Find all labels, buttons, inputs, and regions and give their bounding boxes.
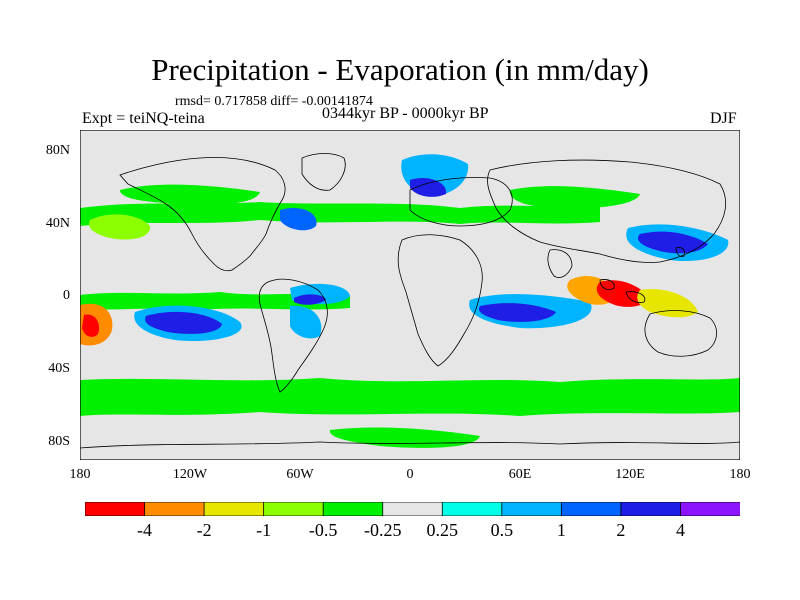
coast-australia (644, 310, 717, 357)
colorbar-swatch (441, 502, 503, 516)
world-map (80, 130, 740, 460)
field-patch-europe (410, 177, 447, 197)
colorbar-swatch (203, 502, 265, 516)
period-label: 0344kyr BP - 0000kyr BP (322, 105, 489, 122)
lat-label-0: 0 (63, 288, 70, 303)
colorbar-swatch (322, 502, 384, 516)
field-patch-north-pacific (88, 214, 151, 240)
coast-north-america (119, 157, 286, 272)
lat-label-40n: 40N (45, 216, 70, 231)
colorbar-label: 0.25 (426, 520, 459, 540)
lon-label-0: 0 (406, 467, 414, 482)
coast-borneo (599, 279, 615, 290)
colorbar-label: -1 (256, 520, 272, 540)
colorbar-label: 0.5 (490, 520, 514, 540)
coast-asia (487, 159, 727, 263)
lat-label-40s: 40S (48, 361, 70, 376)
colorbar (85, 502, 740, 516)
field-patch-new-guinea (637, 289, 698, 318)
field-patch-canada (120, 184, 260, 205)
field-patch-south-pacific-core (145, 311, 222, 334)
coastlines (80, 153, 740, 449)
field-band-north-midlat (80, 202, 600, 226)
colorbar-swatch (382, 502, 444, 516)
coast-india (547, 249, 573, 278)
colorbar-swatch (620, 502, 682, 516)
colorbar-label: 4 (675, 520, 685, 540)
field-patch-indian-core (478, 303, 556, 322)
colorbar-label: -0.25 (363, 520, 402, 540)
colorbar-swatch (263, 502, 325, 516)
field-patch-maritime-core (596, 280, 650, 307)
experiment-label: Expt = teiNQ-teina (82, 110, 205, 127)
field-patch-brazil (290, 305, 322, 339)
coast-japan (675, 247, 685, 257)
stats-text: rmsd= 0.717858 diff= -0.00141874 (175, 94, 373, 109)
field-patch-dry-core (82, 314, 100, 337)
field-band-south-ocean (80, 378, 740, 416)
pe-field-contours (80, 154, 740, 448)
lon-label-180e: 180 (729, 467, 751, 482)
lon-label-60w: 60W (286, 467, 314, 482)
colorbar-label: 2 (616, 520, 626, 540)
colorbar-label: -2 (196, 520, 212, 540)
coast-europe (409, 177, 513, 227)
colorbar-swatch (560, 502, 622, 516)
season-label: DJF (710, 110, 737, 127)
lat-label-80n: 80N (45, 143, 70, 158)
colorbar-swatch (501, 502, 563, 516)
colorbar-swatch (680, 502, 740, 516)
coast-south-america (258, 278, 328, 393)
plot-title: Precipitation - Evaporation (in mm/day) (151, 52, 649, 87)
lat-label-80s: 80S (48, 434, 70, 449)
lon-label-180w: 180 (69, 467, 91, 482)
lon-label-120e: 120E (615, 467, 645, 482)
coast-africa (397, 234, 483, 367)
field-patch-eurasia (509, 186, 640, 209)
colorbar-label: 1 (556, 520, 566, 540)
field-band-equatorial-pacific (80, 292, 350, 310)
field-patch-east-coast-na (280, 207, 317, 231)
field-patch-west-pacific-core (637, 231, 708, 254)
lon-label-60e: 60E (508, 467, 532, 482)
colorbar-swatch (144, 502, 205, 516)
lon-label-120w: 120W (172, 467, 208, 482)
colorbar-label: -4 (137, 520, 153, 540)
coast-greenland (301, 153, 346, 191)
field-patch-amazon (294, 294, 326, 305)
coast-antarctica (80, 441, 740, 449)
colorbar-label: -0.5 (308, 520, 338, 540)
colorbar-swatch (85, 502, 146, 516)
coast-new-guinea (625, 291, 646, 303)
